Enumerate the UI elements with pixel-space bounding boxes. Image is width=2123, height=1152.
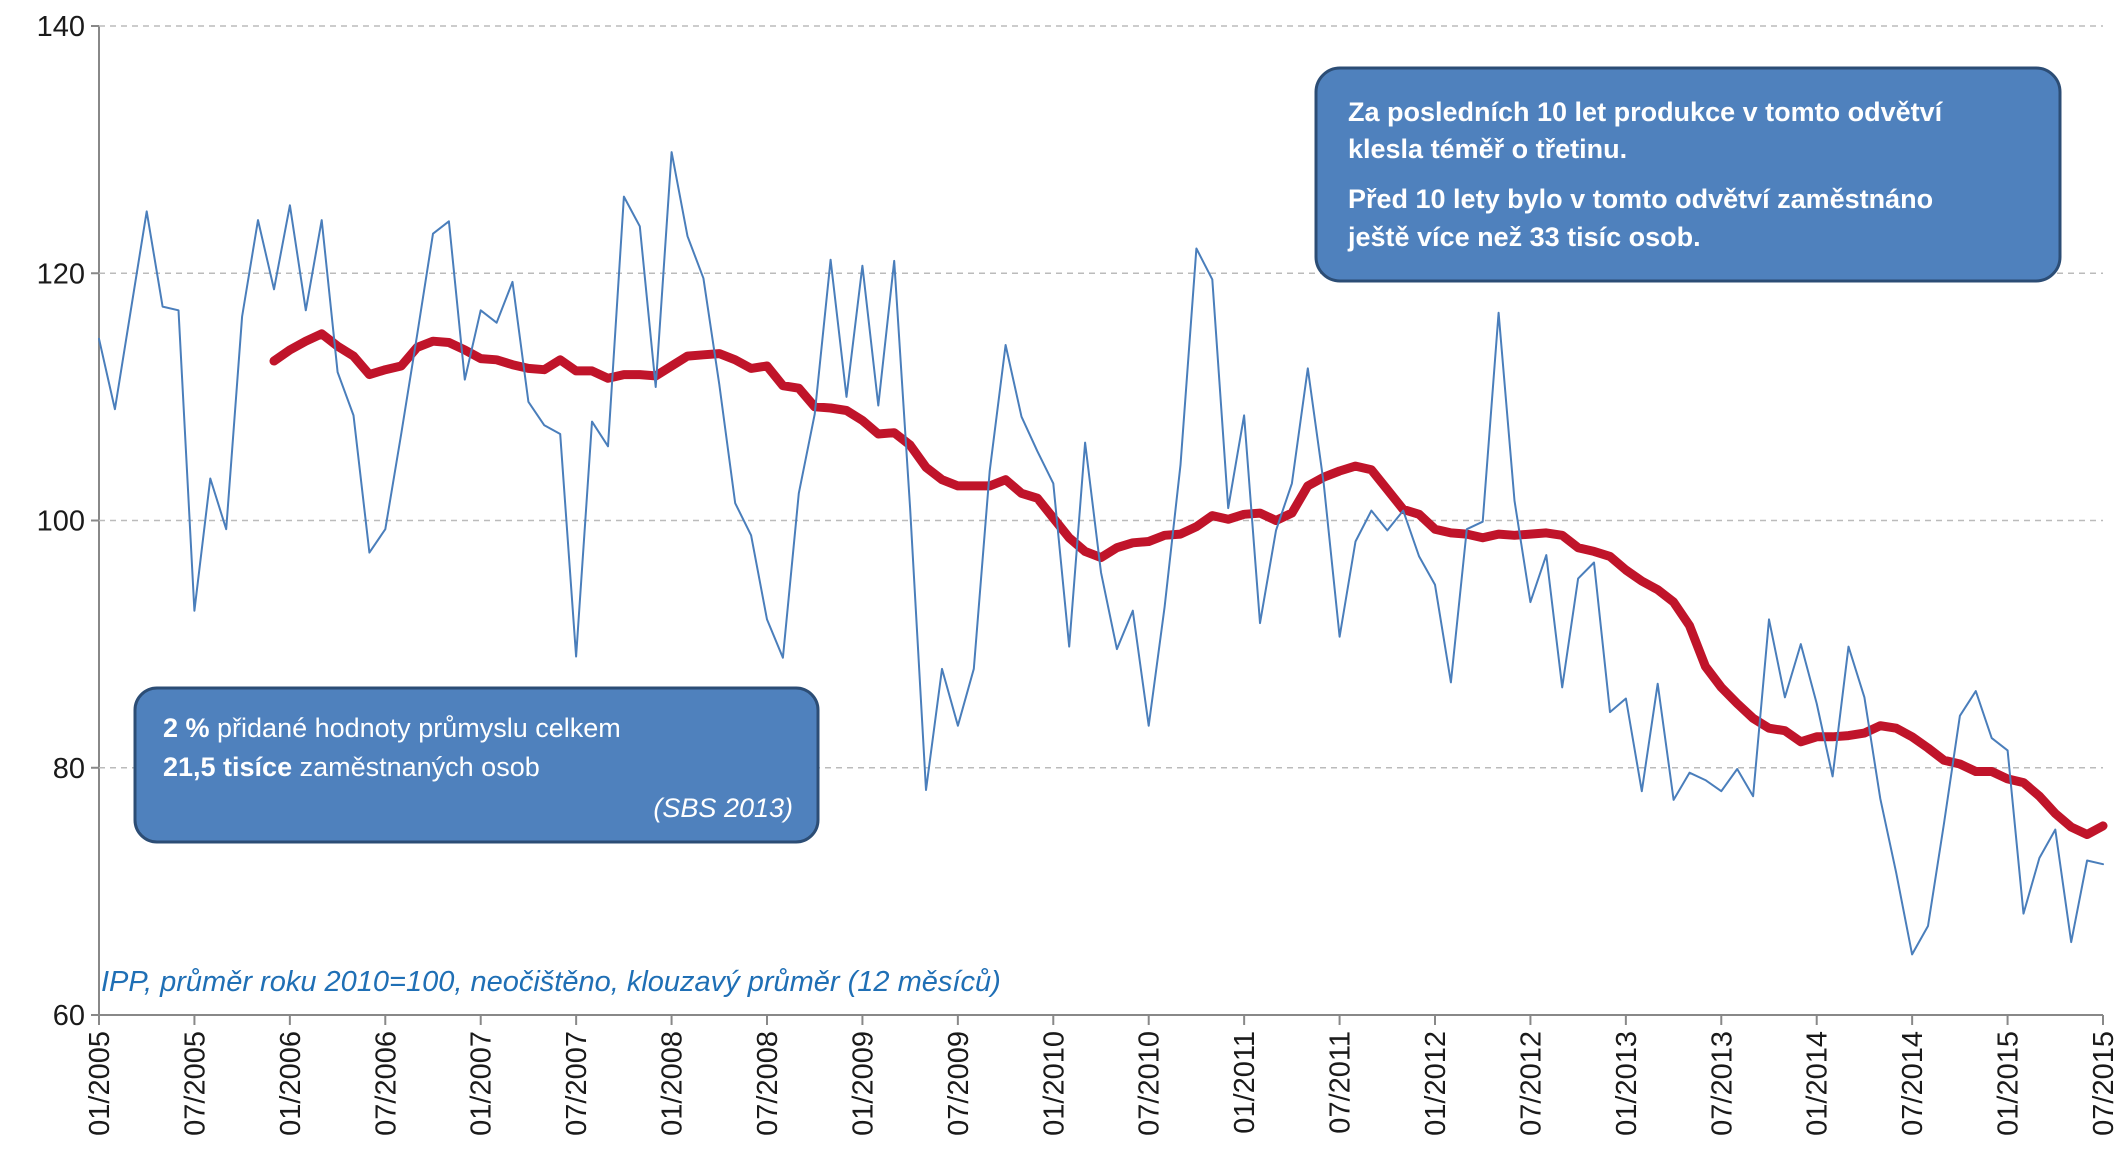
y-tick-label: 120 [37,258,85,290]
y-tick-label: 80 [53,753,85,785]
y-tick-label: 140 [37,11,85,43]
annotation-bold: 21,5 tisíce [163,752,292,782]
annotation-text: Za posledních 10 let produkce v tomto od… [1348,97,1944,127]
x-tick-label: 01/2008 [657,1031,689,1136]
x-tick-label: 07/2015 [2088,1031,2120,1136]
annotation-text: ještě více než 33 tisíc osob. [1347,222,1701,252]
annotation-part: zaměstnaných osob [292,752,540,782]
x-tick-label: 01/2013 [1611,1031,1643,1136]
annotation-box [133,686,820,844]
x-tick-label: 01/2005 [84,1031,116,1136]
annotation-text: 2 % přidané hodnoty průmyslu celkem [163,713,621,743]
x-tick-label: 01/2011 [1229,1031,1261,1134]
x-tick-label: 07/2012 [1515,1031,1547,1136]
x-tick-label: 07/2006 [370,1031,402,1136]
x-tick-label: 07/2007 [561,1031,593,1136]
x-tick-label: 07/2013 [1706,1031,1738,1136]
x-tick-label: 07/2011 [1325,1031,1357,1134]
annotation-text: 21,5 tisíce zaměstnaných osob [163,752,540,782]
x-tick-label: 07/2009 [943,1031,975,1136]
y-tick-label: 100 [37,506,85,538]
annotation-source: (SBS 2013) [653,793,793,823]
x-tick-label: 07/2005 [179,1031,211,1136]
x-tick-label: 01/2007 [466,1031,498,1136]
x-tick-label: 07/2014 [1897,1031,1929,1136]
x-tick-label: 07/2008 [752,1031,784,1136]
x-tick-label: 01/2010 [1038,1031,1070,1136]
annotation-part: přidané hodnoty průmyslu celkem [210,713,621,743]
x-tick-label: 01/2006 [275,1031,307,1136]
chart-note: IPP, průměr roku 2010=100, neočištěno, k… [101,966,1001,998]
y-tick-label: 60 [53,1000,85,1032]
x-tick-label: 01/2015 [1993,1031,2025,1136]
series-line [269,329,2108,839]
annotation-text: Před 10 lety bylo v tomto odvětví zaměst… [1348,184,1933,214]
x-tick-label: 01/2009 [847,1031,879,1136]
series-line [98,151,2104,956]
annotation-bold: 2 % [163,713,210,743]
x-tick-label: 01/2014 [1802,1031,1834,1136]
annotation-text: klesla téměř o třetinu. [1348,134,1627,164]
x-tick-label: 07/2010 [1134,1031,1166,1136]
annotation-box [1314,66,2062,283]
x-tick-label: 01/2012 [1420,1031,1452,1136]
